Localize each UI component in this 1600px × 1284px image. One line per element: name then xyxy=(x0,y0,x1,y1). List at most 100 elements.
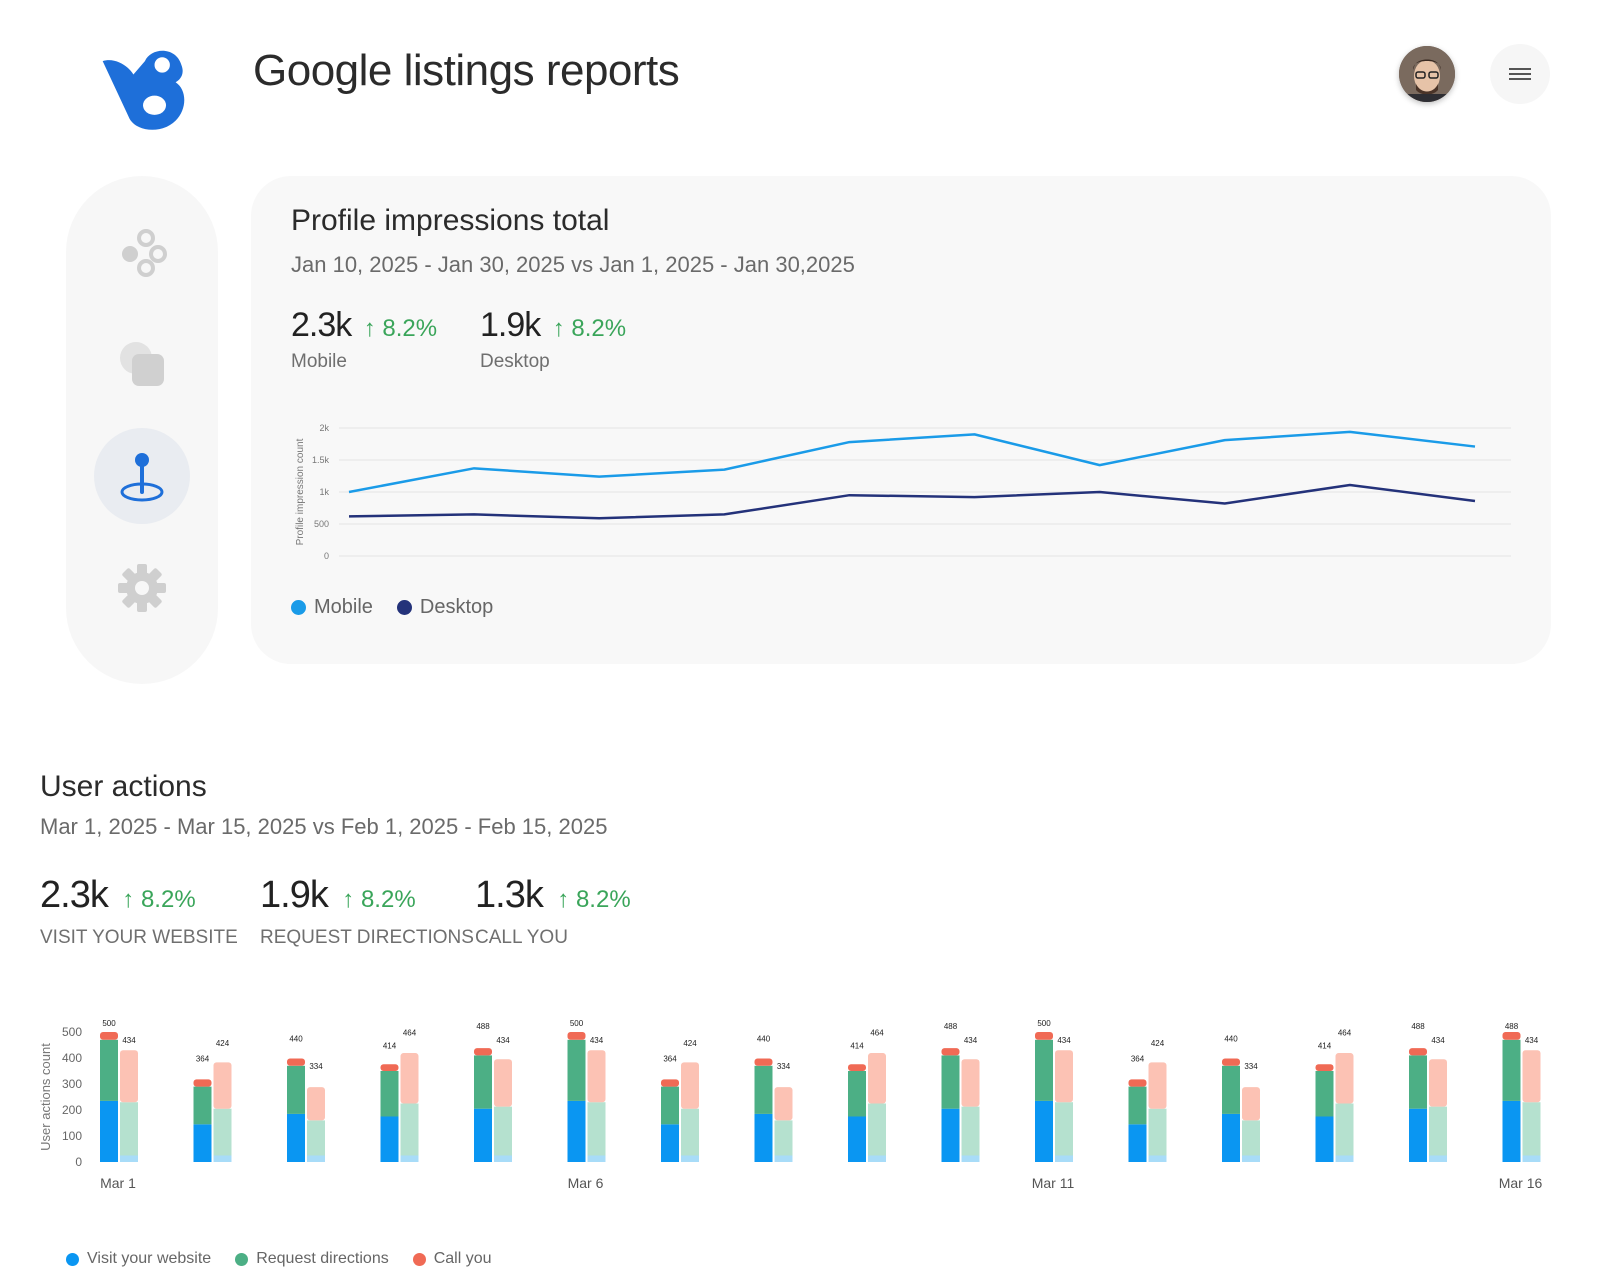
bar-segment-call-previous xyxy=(307,1087,325,1121)
bar-segment-directions-previous xyxy=(213,1108,232,1156)
user-actions-title: User actions xyxy=(40,770,207,803)
bar-segment-visit xyxy=(941,1108,960,1162)
impressions-line-chart: 0 500 1k 1.5k 2k Profile impression count xyxy=(295,423,1511,561)
y-tick-label: 200 xyxy=(62,1103,82,1117)
bar-total-label: 414 xyxy=(850,1041,864,1050)
bar-segment-visit xyxy=(474,1108,492,1162)
stat-label: Desktop xyxy=(480,351,550,372)
bar-segment-directions xyxy=(848,1071,866,1117)
user-avatar[interactable] xyxy=(1399,46,1455,102)
bar-segment-directions xyxy=(1128,1086,1147,1125)
bar-segment-directions-previous xyxy=(774,1120,793,1156)
bar-segment-directions xyxy=(1222,1065,1240,1114)
bar-segment-directions xyxy=(1502,1039,1521,1101)
stat-request-directions: 1.9k ↑ 8.2% REQUEST DIRECTIONS xyxy=(260,874,474,949)
bar-segment-call-previous xyxy=(213,1062,232,1109)
y-tick-label: 2k xyxy=(319,423,329,433)
bar-segment-directions xyxy=(287,1065,305,1114)
bar-segment-visit xyxy=(100,1100,118,1162)
bar-total-label: 500 xyxy=(570,1019,584,1028)
bar-segment-call xyxy=(1222,1058,1240,1066)
bar-segment-directions xyxy=(941,1055,960,1109)
bar-total-label: 334 xyxy=(309,1062,323,1071)
bar-total-label: 424 xyxy=(683,1039,697,1048)
sidebar xyxy=(66,176,218,684)
bar-segment-directions-previous xyxy=(1148,1108,1167,1156)
stat-delta: ↑ 8.2% xyxy=(363,315,438,342)
legend-item-request-directions: Request directions xyxy=(235,1250,389,1268)
stat-value: 1.9k xyxy=(260,874,329,916)
bar-segment-directions xyxy=(474,1055,492,1109)
bar-segment-visit-previous xyxy=(494,1155,512,1162)
bar-segment-call-previous xyxy=(1148,1062,1167,1109)
bar-segment-directions-previous xyxy=(1429,1106,1447,1156)
bar-segment-visit-previous xyxy=(400,1155,419,1162)
bar-total-label: 500 xyxy=(1037,1019,1051,1028)
bar-segment-call-previous xyxy=(494,1059,512,1107)
bar-segment-call xyxy=(661,1079,679,1087)
bar-segment-call xyxy=(474,1048,492,1056)
legend-label: Mobile xyxy=(314,596,373,618)
sidebar-item-apps[interactable] xyxy=(94,204,190,300)
sidebar-item-settings[interactable] xyxy=(94,540,190,636)
user-actions-date-range: Mar 1, 2025 - Mar 15, 2025 vs Feb 1, 202… xyxy=(40,814,608,839)
stat-label: VISIT YOUR WEBSITE xyxy=(40,927,238,948)
bar-total-label: 488 xyxy=(944,1022,958,1031)
bar-segment-directions-previous xyxy=(587,1102,606,1156)
legend-label: Desktop xyxy=(419,596,494,618)
bar-segment-directions xyxy=(1409,1055,1427,1109)
bar-total-label: 464 xyxy=(403,1028,417,1037)
sidebar-item-locations[interactable] xyxy=(94,428,190,524)
stat-delta: ↑ 8.2% xyxy=(122,886,196,913)
bar-segment-call-previous xyxy=(1522,1050,1541,1103)
hamburger-icon-line xyxy=(1509,73,1531,75)
x-tick-label: Mar 1 xyxy=(100,1175,136,1191)
y-tick-label: 100 xyxy=(62,1129,82,1143)
sidebar-item-layers[interactable] xyxy=(94,316,190,412)
y-tick-label: 1.5k xyxy=(312,455,330,465)
bar-total-label: 464 xyxy=(870,1028,884,1037)
bar-segment-directions-previous xyxy=(961,1106,980,1156)
impressions-card: Profile impressions total Jan 10, 2025 -… xyxy=(251,176,1551,664)
bar-segment-visit-previous xyxy=(1429,1155,1447,1162)
bar-segment-call-previous xyxy=(1335,1053,1354,1104)
bar-segment-directions-previous xyxy=(494,1106,512,1156)
bar-segment-directions-previous xyxy=(120,1102,138,1156)
bar-total-label: 334 xyxy=(1244,1062,1258,1071)
bar-segment-directions-previous xyxy=(307,1120,325,1156)
bar-segment-call xyxy=(193,1079,212,1087)
bar-segment-visit xyxy=(1409,1108,1427,1162)
bar-segment-directions xyxy=(1035,1039,1053,1101)
bar-segment-visit xyxy=(1035,1100,1053,1162)
bar-segment-visit xyxy=(287,1113,305,1162)
legend-item-mobile: Mobile xyxy=(291,596,373,619)
y-tick-label: 300 xyxy=(62,1077,82,1091)
legend-label: Request directions xyxy=(256,1250,389,1267)
stat-delta: ↑ 8.2% xyxy=(552,315,627,342)
stat-value: 2.3k xyxy=(40,874,109,916)
bar-segment-visit-previous xyxy=(774,1155,793,1162)
y-tick-label: 1k xyxy=(319,487,329,497)
bar-segment-call xyxy=(848,1064,866,1071)
stat-desktop: 1.9k ↑ 8.2% Desktop xyxy=(480,306,626,373)
bar-total-label: 488 xyxy=(1505,1022,1519,1031)
bar-total-label: 434 xyxy=(964,1036,978,1045)
menu-button[interactable] xyxy=(1490,44,1550,104)
bar-segment-call xyxy=(567,1032,586,1040)
bar-segment-visit-previous xyxy=(120,1155,138,1162)
impressions-date-range: Jan 10, 2025 - Jan 30, 2025 vs Jan 1, 20… xyxy=(291,252,855,277)
bar-segment-call xyxy=(1409,1048,1427,1056)
bar-total-label: 434 xyxy=(496,1036,510,1045)
bar-segment-visit-previous xyxy=(1055,1155,1073,1162)
bar-total-label: 364 xyxy=(663,1054,677,1063)
legend-dot xyxy=(291,600,306,615)
bar-segment-visit xyxy=(567,1100,586,1162)
bar-segment-call xyxy=(1128,1079,1147,1087)
stat-value: 1.9k xyxy=(480,306,541,344)
bar-total-label: 440 xyxy=(757,1035,771,1044)
bar-segment-call xyxy=(754,1058,773,1066)
user-actions-bar-chart: 0 100 200 300 400 500 User actions count 500 434… xyxy=(38,1019,1542,1191)
legend-dot xyxy=(412,1252,426,1266)
hamburger-icon-line xyxy=(1509,68,1531,70)
bar-total-label: 364 xyxy=(1131,1054,1145,1063)
